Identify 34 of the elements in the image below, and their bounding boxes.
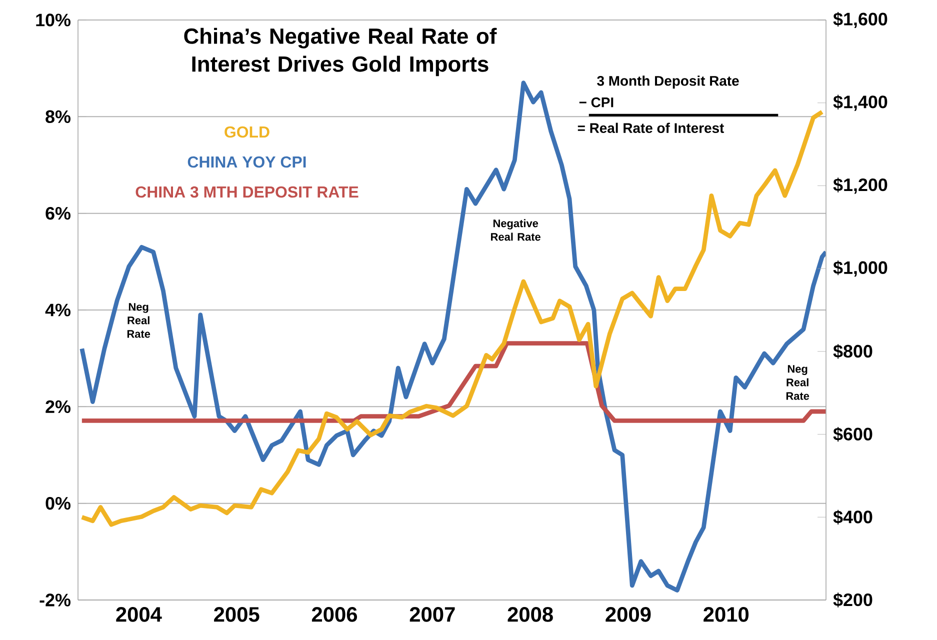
text: CHINA YOY CPI — [188, 156, 306, 168]
y-tick-label: 2% — [46, 400, 70, 413]
y-tick-label: 4% — [45, 304, 70, 316]
y2-tick-label: $1,000 — [833, 260, 888, 277]
annotation: 3 Month Deposit Rate — [597, 76, 739, 89]
text: China’s Negative Real Rate of Interest Drives Gold Imports — [184, 28, 497, 76]
annotation: Negative Real Rate — [491, 219, 540, 241]
y2-tick-label: $800 — [833, 344, 872, 359]
x-tick-label: 2004 — [116, 607, 162, 622]
y-tick-label: 6% — [46, 206, 70, 220]
y2-tick-label: $1,400 — [833, 94, 888, 111]
line-series — [80, 110, 824, 527]
y2-tick-label: $1,200 — [833, 178, 888, 194]
x-tick-label: 2007 — [410, 607, 455, 622]
annotation: Neg Real Rate — [127, 303, 150, 338]
y-tick-label: -2% — [40, 594, 70, 606]
x-tick-label: 2006 — [312, 607, 358, 622]
y2-tick-label: $1,600 — [833, 12, 888, 28]
x-tick-label: 2005 — [214, 607, 260, 622]
line-series — [80, 341, 826, 423]
y2-tick-label: $400 — [833, 510, 872, 524]
annotation: − CPI — [579, 97, 614, 108]
x-tick-label: 2008 — [508, 607, 553, 622]
y2-tick-label: $600 — [833, 426, 872, 442]
x-tick-label: 2010 — [704, 607, 749, 622]
annotation: = Real Rate of Interest — [578, 122, 724, 133]
annotation: Neg Real Rate — [786, 365, 810, 400]
y-tick-label: 10% — [36, 14, 70, 26]
text: CHINA 3 MTH DEPOSIT RATE — [136, 186, 358, 198]
y-tick-label: 8% — [46, 110, 70, 124]
y2-tick-label: $200 — [833, 592, 872, 608]
text: GOLD — [224, 126, 270, 138]
y-tick-label: 0% — [46, 496, 70, 510]
x-tick-label: 2009 — [606, 607, 651, 622]
